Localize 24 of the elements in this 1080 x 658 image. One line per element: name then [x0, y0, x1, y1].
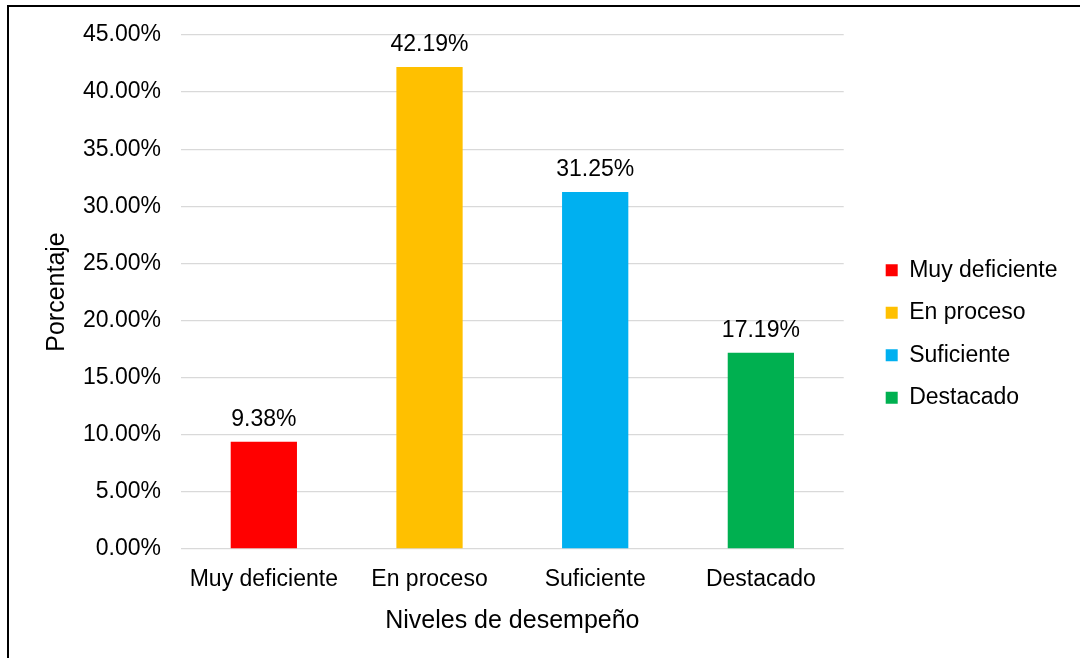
x-tick-label: En proceso	[371, 565, 488, 592]
y-tick-label: 5.00%	[95, 477, 161, 504]
y-tick-label: 20.00%	[82, 305, 161, 332]
legend-label: En proceso	[909, 298, 1026, 325]
x-tick-label: Destacado	[705, 565, 816, 592]
legend-label: Suficiente	[909, 340, 1011, 367]
y-tick-label: 30.00%	[82, 191, 161, 218]
x-tick-label: Suficiente	[544, 565, 646, 592]
y-tick-label: 15.00%	[82, 363, 161, 390]
legend-label: Destacado	[909, 383, 1020, 410]
y-tick-label: 25.00%	[82, 248, 161, 275]
y-tick-label: 45.00%	[82, 20, 161, 47]
y-tick-label: 35.00%	[82, 134, 161, 161]
y-tick-label: 40.00%	[82, 77, 161, 104]
y-tick-label: 0.00%	[95, 534, 161, 561]
x-tick-label: Muy deficiente	[189, 565, 338, 592]
data-label: 17.19%	[721, 315, 800, 342]
legend-label: Muy deficiente	[909, 255, 1058, 282]
y-tick-label: 10.00%	[82, 420, 161, 447]
data-label: 31.25%	[556, 155, 635, 182]
x-axis-title: Niveles de desempeño	[385, 604, 640, 633]
data-label: 42.19%	[390, 30, 469, 57]
y-axis-title: Porcentaje	[40, 232, 69, 352]
data-label: 9.38%	[231, 404, 297, 431]
